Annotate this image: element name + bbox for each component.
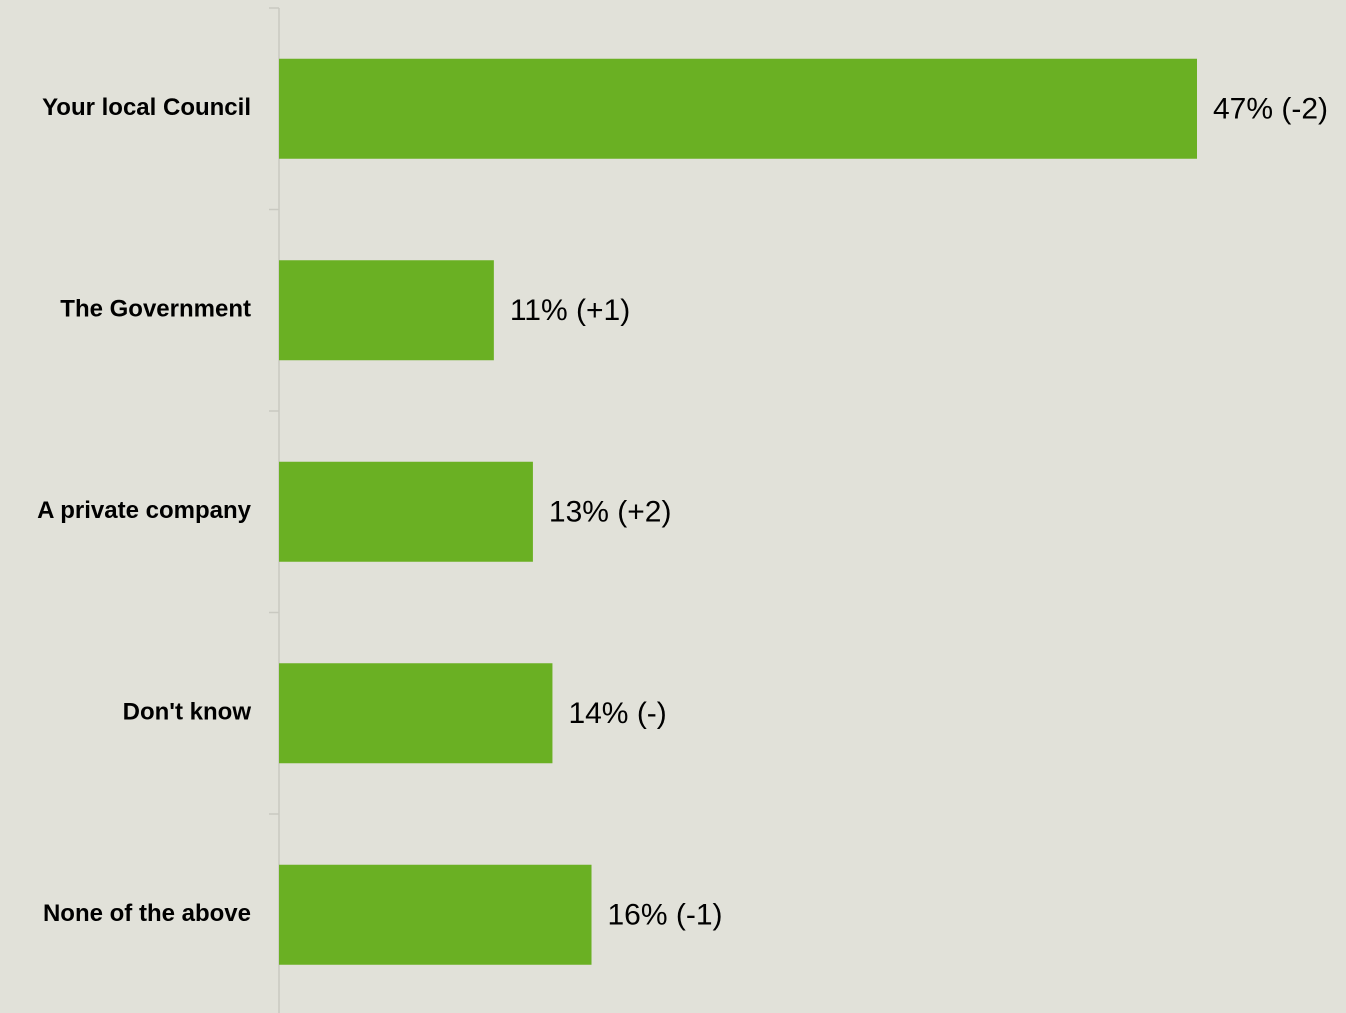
category-axis-ticks [269, 7, 279, 815]
data-label-the-government: 11% (+1) [510, 294, 630, 327]
bar-the-government [279, 260, 494, 361]
bars-group [279, 58, 1197, 965]
category-label-none-of-the-above: None of the above [43, 900, 251, 927]
bar-a-private-company [279, 461, 533, 562]
category-label-your-local-council: Your local Council [42, 94, 251, 121]
bar-your-local-council [279, 58, 1197, 159]
category-labels: Your local Council The Government A privat… [37, 94, 251, 927]
data-label-don-t-know: 14% (-) [568, 697, 666, 730]
data-label-your-local-council: 47% (-2) [1213, 93, 1328, 126]
data-label-a-private-company: 13% (+2) [549, 496, 672, 529]
data-labels: 47% (-2) 11% (+1) 13% (+2) 14% (-) 16% (-1) [510, 93, 1328, 932]
bar-none-of-the-above [279, 864, 592, 965]
category-label-a-private-company: A private company [37, 497, 251, 524]
bar-don-t-know [279, 663, 553, 764]
category-label-don-t-know: Don't know [123, 699, 252, 726]
category-label-the-government: The Government [60, 296, 251, 323]
data-label-none-of-the-above: 16% (-1) [608, 899, 723, 932]
